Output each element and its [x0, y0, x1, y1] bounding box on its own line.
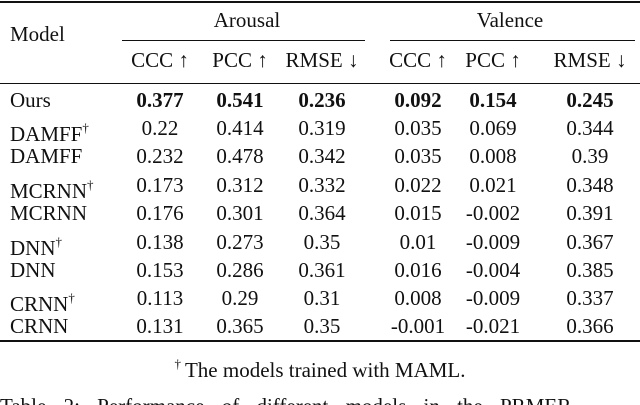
- cell: 0.35: [303, 314, 341, 338]
- model-name: MCRNN†: [10, 173, 94, 203]
- model-header: Model: [10, 22, 65, 46]
- cell: 0.29: [221, 286, 259, 310]
- cell: -0.009: [465, 286, 521, 310]
- cell: 0.008: [394, 286, 442, 310]
- cell: 0.312: [216, 173, 264, 197]
- cell: 0.414: [216, 116, 264, 140]
- cell: 0.153: [136, 258, 184, 282]
- cell: 0.35: [303, 230, 341, 254]
- model-label: DAMFF: [10, 144, 83, 168]
- cell: 0.366: [566, 314, 614, 338]
- column-header: CCC ↑: [131, 48, 189, 72]
- cell: 0.236: [298, 88, 346, 112]
- footnote: † The models trained with MAML.: [174, 352, 465, 382]
- group-header: Arousal: [213, 8, 281, 32]
- cell: 0.069: [469, 116, 517, 140]
- cell: 0.035: [394, 144, 442, 168]
- model-label: DNN: [10, 236, 56, 260]
- cell: 0.332: [298, 173, 346, 197]
- model-name: DAMFF†: [10, 116, 89, 146]
- cell: 0.541: [216, 88, 264, 112]
- cell: 0.377: [136, 88, 184, 112]
- maml-mark: †: [87, 177, 94, 192]
- cell: 0.035: [394, 116, 442, 140]
- cell: 0.344: [566, 116, 614, 140]
- model-name: Ours: [10, 88, 51, 112]
- cell: 0.016: [394, 258, 442, 282]
- cell: 0.319: [298, 116, 346, 140]
- model-name: MCRNN: [10, 201, 87, 225]
- cell: -0.009: [465, 230, 521, 254]
- cell: 0.31: [303, 286, 341, 310]
- group-header: Valence: [476, 8, 544, 32]
- column-header: RMSE ↓: [553, 48, 627, 72]
- cell: 0.478: [216, 144, 264, 168]
- cell: 0.286: [216, 258, 264, 282]
- column-header: PCC ↑: [212, 48, 268, 72]
- model-label: DNN: [10, 258, 56, 282]
- footnote-mark: †: [174, 356, 181, 371]
- top-rule: [0, 1, 640, 3]
- cell: 0.113: [136, 286, 184, 310]
- cell: 0.021: [469, 173, 517, 197]
- column-header: RMSE ↓: [285, 48, 359, 72]
- model-name: DAMFF: [10, 144, 82, 168]
- cell: -0.002: [465, 201, 521, 225]
- cell: 0.364: [298, 201, 346, 225]
- cell: 0.301: [216, 201, 264, 225]
- model-name: CRNN†: [10, 286, 75, 316]
- cell: 0.131: [136, 314, 184, 338]
- cell: 0.348: [566, 173, 614, 197]
- model-label: CRNN: [10, 314, 69, 338]
- cell: 0.015: [394, 201, 442, 225]
- cell: 0.092: [394, 88, 442, 112]
- maml-mark: †: [82, 120, 89, 135]
- column-header: PCC ↑: [465, 48, 521, 72]
- caption: Table 2: Performance of different models…: [0, 394, 571, 405]
- cell: -0.021: [465, 314, 521, 338]
- cell: 0.232: [136, 144, 184, 168]
- cell: 0.154: [469, 88, 517, 112]
- cell: 0.361: [298, 258, 346, 282]
- cell: 0.01: [399, 230, 437, 254]
- model-label: DAMFF: [10, 122, 83, 146]
- cell: 0.273: [216, 230, 264, 254]
- cell: 0.008: [469, 144, 517, 168]
- maml-mark: †: [55, 234, 63, 249]
- cell: 0.342: [298, 144, 346, 168]
- group-rule: [390, 40, 635, 41]
- cell: -0.001: [390, 314, 446, 338]
- cell: 0.245: [566, 88, 614, 112]
- cell: 0.337: [566, 286, 614, 310]
- cell: 0.138: [136, 230, 184, 254]
- model-label: CRNN: [10, 292, 69, 316]
- bottom-rule: [0, 340, 640, 342]
- cell: 0.39: [571, 144, 609, 168]
- footnote-text: The models trained with MAML.: [184, 358, 466, 382]
- cell: 0.391: [566, 201, 614, 225]
- cell: -0.004: [465, 258, 521, 282]
- model-name: CRNN: [10, 314, 68, 338]
- model-name: DNN†: [10, 230, 62, 260]
- header-rule: [0, 83, 640, 84]
- cell: 0.385: [566, 258, 614, 282]
- model-label: Ours: [10, 88, 51, 112]
- cell: 0.022: [394, 173, 442, 197]
- group-rule: [122, 40, 365, 41]
- model-label: MCRNN: [10, 179, 88, 203]
- cell: 0.173: [136, 173, 184, 197]
- model-label: MCRNN: [10, 201, 88, 225]
- maml-mark: †: [68, 290, 75, 305]
- cell: 0.176: [136, 201, 184, 225]
- column-header: CCC ↑: [389, 48, 447, 72]
- cell: 0.367: [566, 230, 614, 254]
- model-name: DNN: [10, 258, 56, 282]
- cell: 0.22: [141, 116, 179, 140]
- cell: 0.365: [216, 314, 264, 338]
